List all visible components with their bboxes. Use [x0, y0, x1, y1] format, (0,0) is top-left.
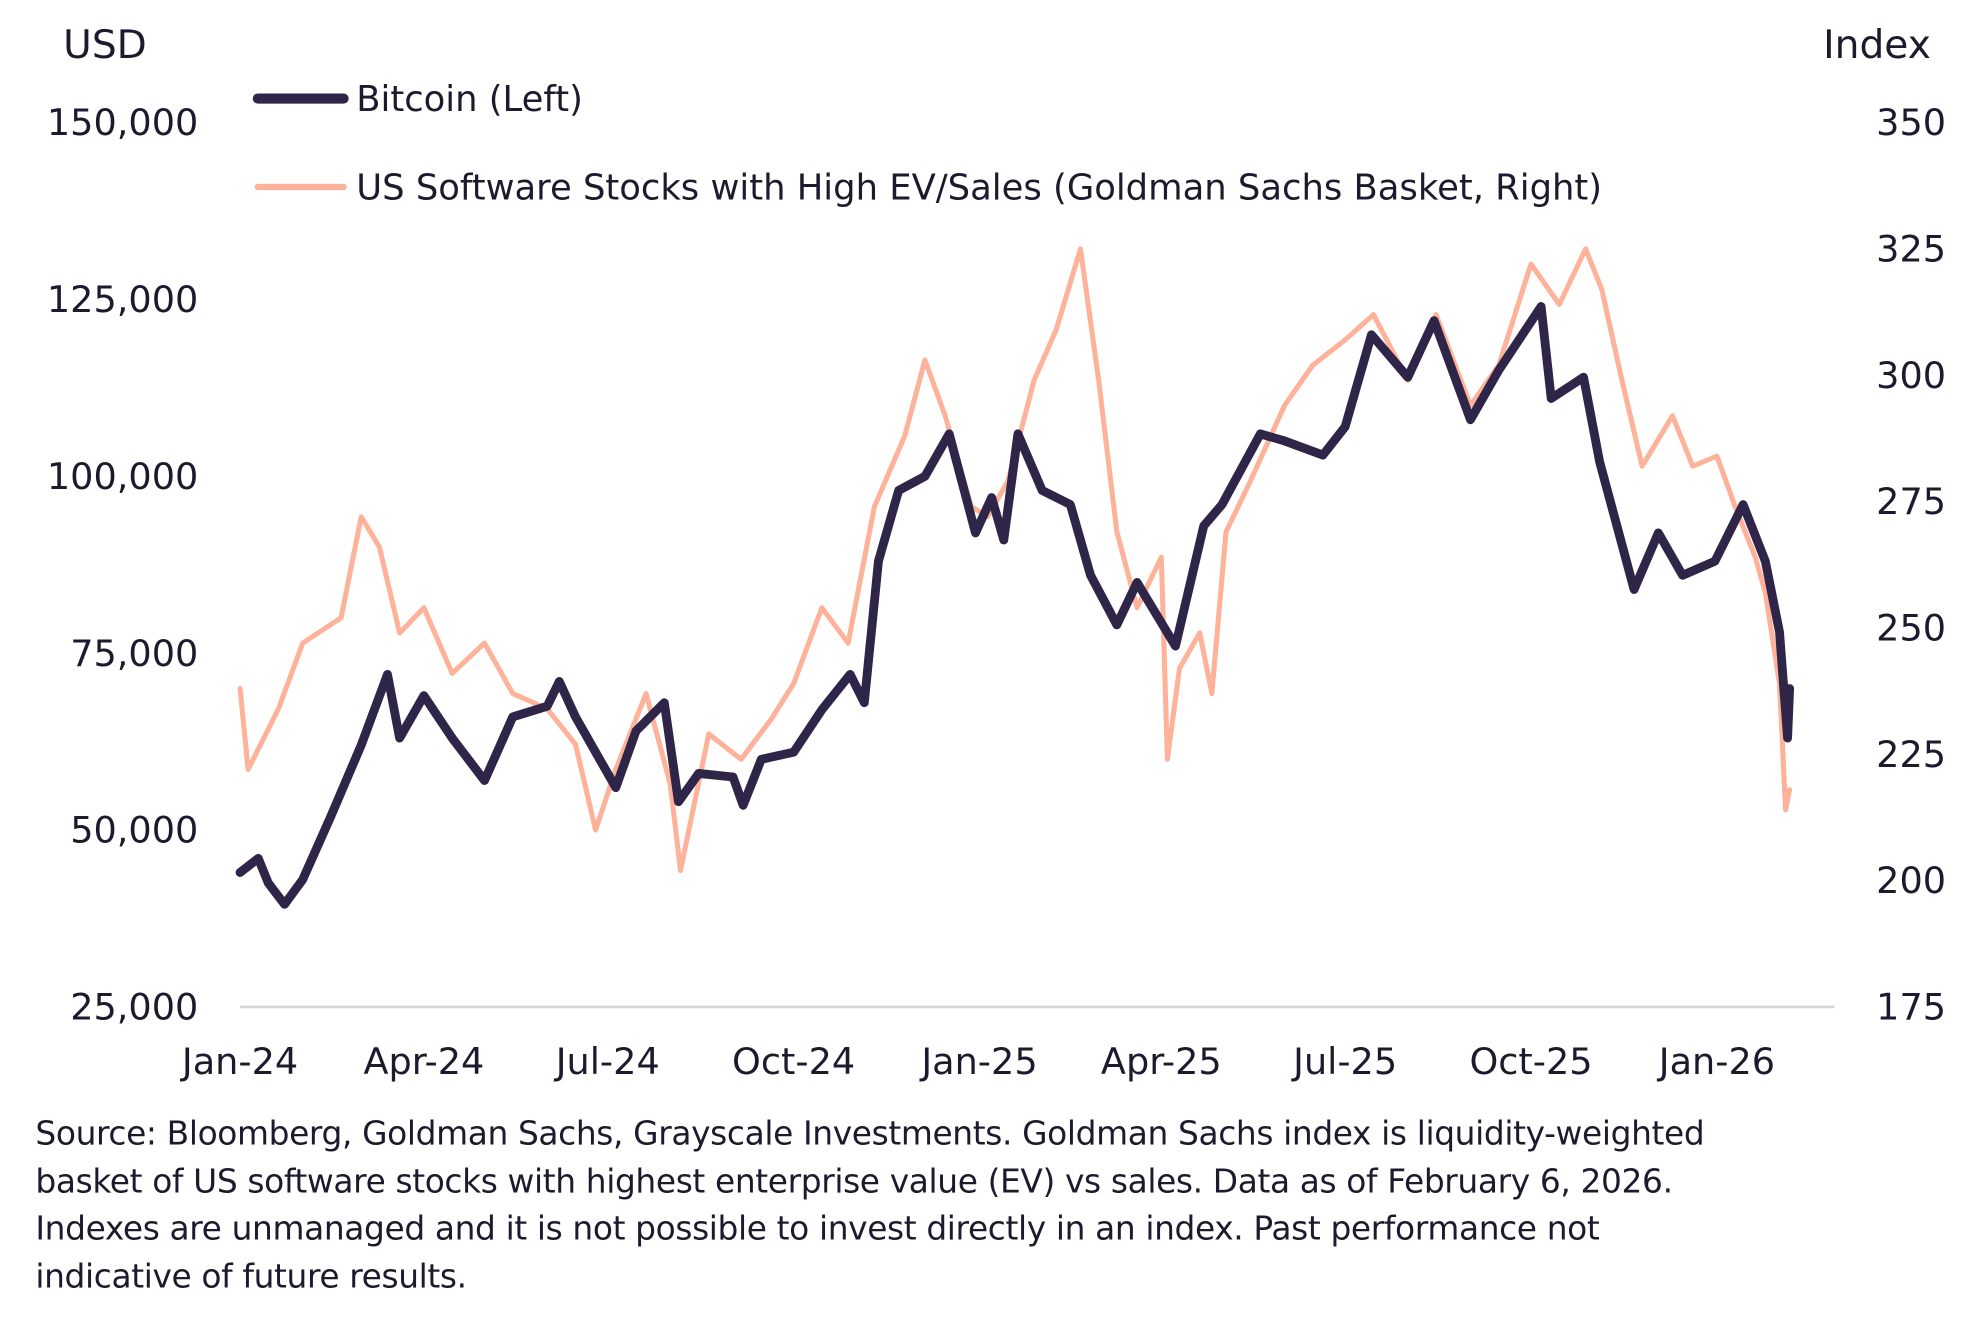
x-tick-label: Apr-24 [363, 1040, 484, 1083]
right-tick-label: 300 [1876, 354, 1946, 397]
left-tick-label: 25,000 [70, 986, 198, 1029]
source-line: basket of US software stocks with highes… [35, 1163, 1673, 1201]
left-tick-label: 75,000 [70, 632, 198, 675]
source-line: Indexes are unmanaged and it is not poss… [35, 1210, 1600, 1249]
software-series-line [237, 246, 1793, 874]
right-tick-label: 275 [1876, 480, 1946, 523]
right-tick-label: 175 [1876, 986, 1946, 1029]
right-tick-label: 250 [1876, 607, 1946, 650]
left-tick-label: 125,000 [47, 278, 198, 321]
x-tick-label: Oct-24 [732, 1040, 855, 1083]
x-tick-label: Apr-25 [1101, 1040, 1222, 1083]
right-axis-label: Index [1823, 23, 1931, 68]
source-note: Source: Bloomberg, Goldman Sachs, Graysc… [35, 1112, 1930, 1302]
left-tick-label: 50,000 [70, 809, 198, 852]
legend: Bitcoin (Left) US Software Stocks with H… [252, 79, 1602, 209]
source-line: indicative of future results. [35, 1258, 467, 1296]
right-tick-label: 225 [1876, 733, 1946, 776]
line-chart: USD Index 25,000 50,000 75,000 100,000 125,0… [47, 23, 1946, 1083]
left-axis-label: USD [63, 23, 147, 68]
x-tick-label: Jul-24 [554, 1040, 660, 1083]
x-tick-label: Jan-25 [919, 1040, 1037, 1083]
right-tick-label: 350 [1876, 101, 1946, 144]
x-tick-label: Jul-25 [1291, 1040, 1397, 1083]
source-line: Source: Bloomberg, Goldman Sachs, Graysc… [35, 1115, 1705, 1154]
x-tick-label: Jan-26 [1657, 1040, 1775, 1083]
legend-label-bitcoin: Bitcoin (Left) [356, 79, 583, 120]
legend-label-software: US Software Stocks with High EV/Sales (G… [356, 168, 1602, 209]
left-tick-label: 100,000 [47, 455, 198, 498]
bitcoin-series-line [235, 302, 1795, 909]
x-tick-label: Oct-25 [1469, 1040, 1592, 1083]
right-tick-label: 325 [1876, 228, 1946, 271]
left-tick-label: 150,000 [47, 101, 198, 144]
right-tick-label: 200 [1876, 859, 1946, 902]
x-tick-label: Jan-24 [180, 1040, 298, 1083]
